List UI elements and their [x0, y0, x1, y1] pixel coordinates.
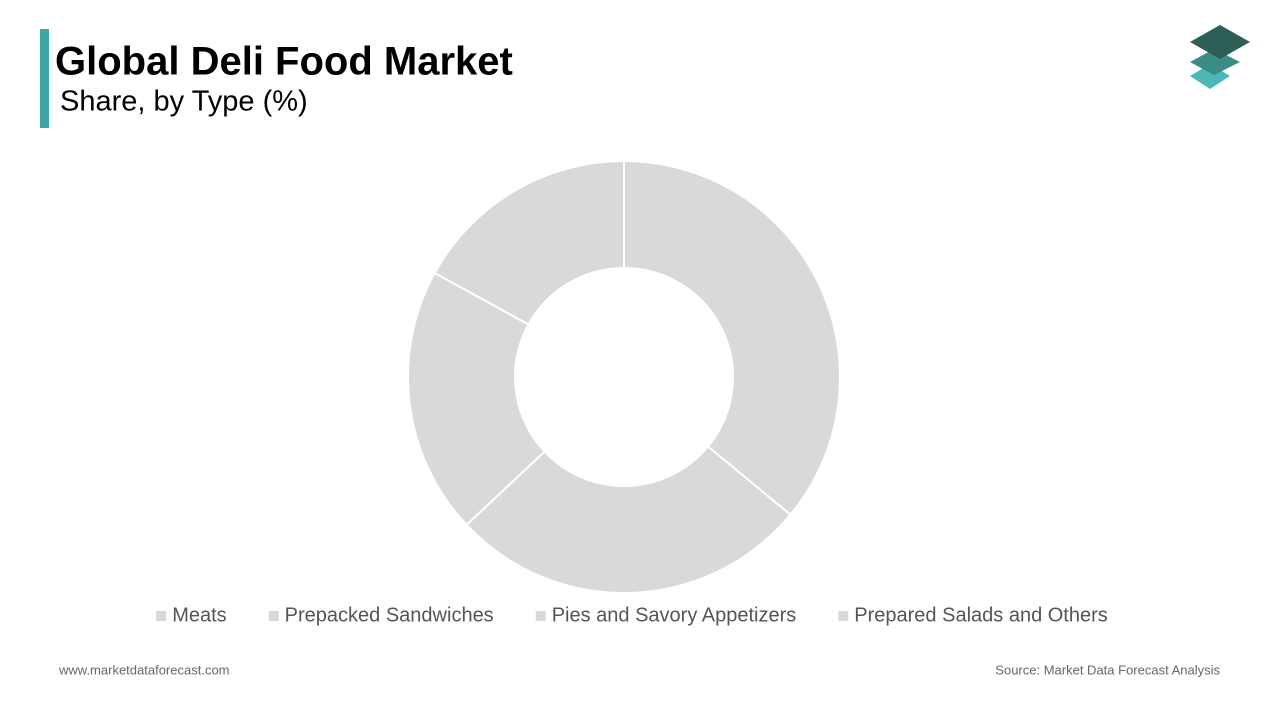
chart-title: Global Deli Food Market — [55, 40, 513, 84]
donut-slice — [407, 271, 546, 527]
legend-label: Meats — [172, 604, 226, 626]
title-accent — [40, 29, 49, 128]
donut-slice — [623, 159, 841, 517]
legend-swatch — [268, 611, 279, 621]
legend-swatch — [535, 611, 546, 621]
legend-label: Prepared Salads and Others — [854, 604, 1108, 626]
legend-swatch — [838, 611, 849, 621]
website: www.marketdataforecast.com — [58, 662, 230, 677]
source: Source: Market Data Forecast Analysis — [995, 662, 1220, 677]
legend-label: Prepacked Sandwiches — [285, 604, 494, 626]
donut-slice — [433, 159, 625, 326]
chart-subtitle: Share, by Type (%) — [60, 86, 308, 118]
legend-label: Pies and Savory Appetizers — [552, 604, 797, 626]
donut-slice — [465, 445, 792, 594]
logo — [1190, 25, 1250, 89]
legend-swatch — [156, 611, 167, 621]
